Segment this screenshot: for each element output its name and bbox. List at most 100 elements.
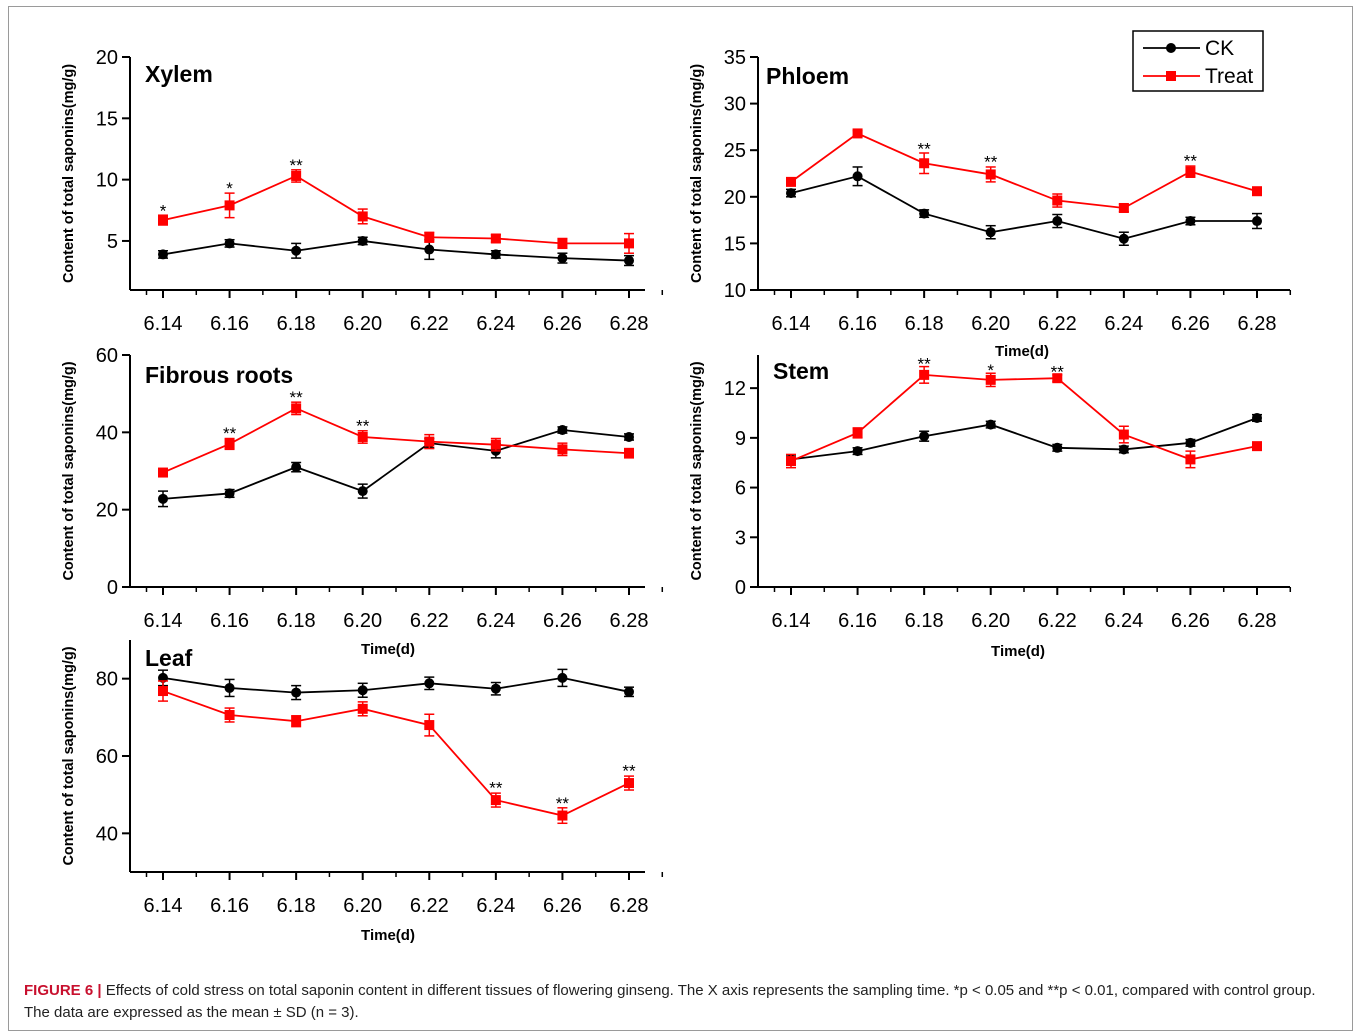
x-tick-label: 6.24	[476, 313, 515, 335]
series-treat	[158, 169, 634, 254]
x-tick-label: 6.28	[610, 610, 649, 632]
significance-mark: **	[556, 794, 570, 813]
y-axis-label: Content of total saponins(mg/g)	[61, 64, 77, 283]
series-ck	[786, 166, 1262, 247]
data-point	[1052, 442, 1063, 453]
significance-mark: **	[290, 388, 304, 407]
data-point	[557, 444, 568, 455]
data-point	[357, 235, 368, 246]
figure-6-charts: 5 10 15 20 6.14 6.16 6.18 6.20 6.22 6.24 6.26 6.28 X…	[61, 30, 1292, 944]
y-tick-label: 20	[96, 500, 118, 522]
y-tick-label: 12	[724, 378, 746, 400]
x-tick-label: 6.26	[1171, 610, 1210, 632]
data-point	[1185, 216, 1196, 227]
y-tick-label: 25	[724, 140, 746, 162]
y-tick-label: 40	[96, 823, 118, 845]
data-point	[490, 233, 501, 244]
data-point	[1185, 454, 1196, 465]
series-line	[790, 132, 1258, 209]
data-point	[1252, 412, 1262, 423]
data-point	[357, 486, 368, 497]
data-point	[557, 238, 568, 249]
data-point	[852, 446, 863, 457]
panel-title: Leaf	[145, 645, 193, 671]
x-tick-label: 6.20	[971, 313, 1010, 335]
significance-mark: **	[918, 139, 932, 158]
series-treat	[158, 401, 634, 478]
x-tick-label: 6.18	[905, 610, 944, 632]
x-tick-label: 6.26	[543, 895, 582, 917]
x-tick-label: 6.22	[410, 313, 449, 335]
data-point	[557, 425, 568, 436]
x-tick-label: 6.20	[343, 313, 382, 335]
data-point	[1118, 233, 1129, 244]
data-point	[985, 227, 996, 238]
x-tick-label: 6.14	[144, 895, 183, 917]
significance-mark: **	[223, 424, 237, 443]
data-point	[158, 493, 168, 504]
series-treat	[786, 128, 1262, 213]
x-tick-label: 6.22	[1038, 610, 1077, 632]
significance-mark: **	[1051, 363, 1065, 382]
y-tick-label: 60	[96, 345, 118, 367]
x-tick-label: 6.24	[476, 610, 515, 632]
data-point	[424, 720, 435, 731]
data-point	[424, 436, 435, 447]
data-point	[1052, 373, 1063, 384]
series-ck	[786, 412, 1262, 465]
data-point	[490, 683, 501, 694]
data-point	[224, 682, 235, 693]
data-point	[557, 253, 568, 264]
y-tick-label: 0	[107, 577, 118, 599]
data-point	[985, 419, 996, 430]
leaf-panel: 40 60 80 6.14 6.16 6.18 6.20 6.22 6.24 6.26 6.28 Le…	[61, 640, 664, 944]
y-axis-label: Content of total saponins(mg/g)	[61, 646, 77, 865]
data-point	[919, 369, 930, 380]
data-point	[424, 244, 435, 255]
data-point	[224, 710, 235, 721]
x-axis-label: Time(d)	[361, 927, 415, 944]
x-tick-label: 6.20	[971, 610, 1010, 632]
data-point	[919, 158, 930, 169]
x-tick-label: 6.16	[210, 895, 249, 917]
legend-label: CK	[1205, 37, 1234, 60]
x-tick-label: 6.28	[1238, 313, 1277, 335]
series-line	[162, 676, 630, 694]
x-tick-label: 6.16	[210, 313, 249, 335]
data-point	[1052, 216, 1063, 227]
y-tick-label: 10	[96, 170, 118, 192]
data-point	[158, 686, 168, 697]
data-point	[557, 672, 568, 683]
legend-marker	[1166, 43, 1176, 53]
y-tick-label: 35	[724, 47, 746, 69]
y-tick-label: 20	[96, 47, 118, 69]
data-point	[624, 255, 634, 266]
data-point	[357, 211, 368, 222]
series-line	[162, 240, 630, 262]
y-tick-label: 30	[724, 94, 746, 116]
data-point	[1118, 202, 1129, 213]
data-point	[224, 488, 235, 499]
x-tick-label: 6.14	[772, 610, 811, 632]
series-line	[162, 174, 629, 245]
data-point	[224, 238, 235, 249]
significance-mark: **	[356, 416, 370, 435]
x-tick-label: 6.16	[838, 313, 877, 335]
data-point	[985, 374, 996, 385]
x-axis-label: Time(d)	[361, 641, 415, 658]
x-tick-label: 6.22	[1038, 313, 1077, 335]
data-point	[985, 169, 996, 180]
series-line	[790, 175, 1257, 240]
x-tick-label: 6.16	[838, 610, 877, 632]
data-point	[1252, 441, 1262, 452]
y-tick-label: 15	[724, 233, 746, 255]
data-point	[624, 431, 634, 442]
x-tick-label: 6.18	[277, 895, 316, 917]
data-point	[1252, 186, 1262, 197]
x-tick-label: 6.18	[905, 313, 944, 335]
data-point	[919, 431, 930, 442]
data-point	[786, 456, 796, 467]
series-line	[790, 373, 1258, 462]
xylem-panel: 5 10 15 20 6.14 6.16 6.18 6.20 6.22 6.24 6.26 6.28 X…	[61, 47, 664, 335]
data-point	[1185, 166, 1196, 177]
